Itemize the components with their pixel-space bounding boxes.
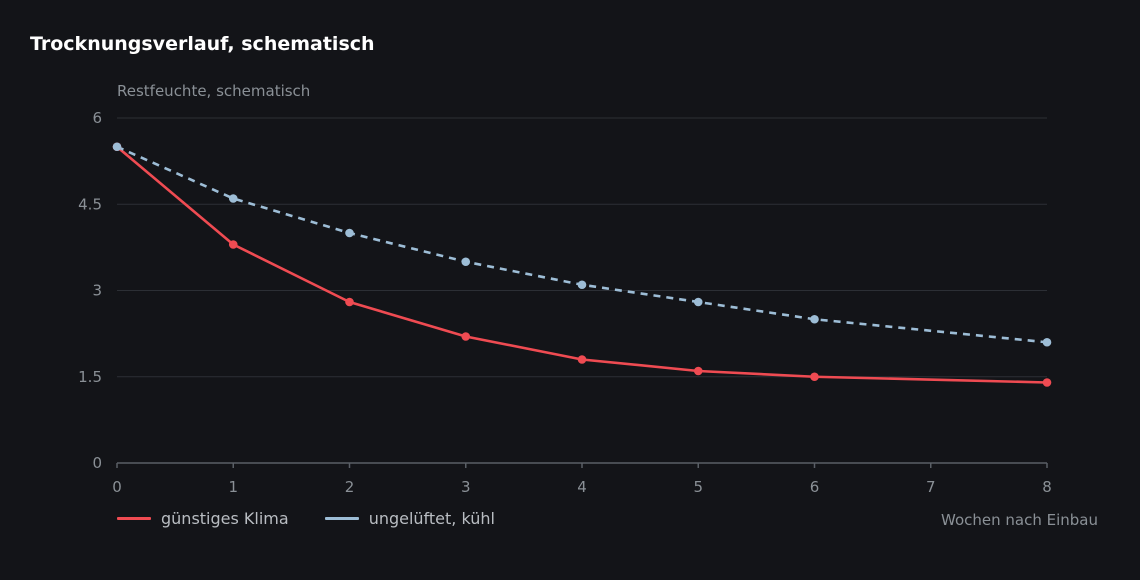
x-axis-label: Wochen nach Einbau: [941, 511, 1098, 529]
data-point: [693, 366, 703, 376]
x-tick-label: 7: [926, 478, 936, 496]
x-tick-label: 5: [693, 478, 703, 496]
data-point: [577, 355, 587, 364]
legend-item-ungelueftet-kuehl: ungelüftet, kühl: [324, 509, 495, 528]
x-tick-label: 3: [461, 478, 471, 496]
series-lines: [115, 145, 1049, 384]
legend-swatch-guenstiges-klima: [117, 517, 151, 520]
data-point: [228, 194, 238, 203]
legend: günstiges Klima ungelüftet, kühl: [117, 509, 531, 528]
y-tick-labels: 0 1.5 3 4.5 6: [78, 109, 102, 472]
data-point: [345, 228, 354, 238]
data-point: [810, 314, 819, 324]
x-tick-label: 2: [345, 478, 355, 496]
legend-label: günstiges Klima: [161, 509, 289, 528]
x-tick-label: 1: [228, 478, 238, 496]
data-point: [810, 372, 819, 382]
legend-label: ungelüftet, kühl: [368, 509, 495, 528]
y-axis-label: Restfeuchte, schematisch: [117, 82, 311, 100]
data-point: [1042, 337, 1052, 347]
data-point: [577, 280, 587, 290]
x-tick-label: 6: [810, 478, 820, 496]
y-tick-label: 4.5: [78, 195, 102, 213]
data-point: [693, 297, 703, 307]
series-line-1: [116, 145, 1048, 344]
data-point: [228, 240, 238, 249]
legend-swatch-ungelueftet-kuehl: [324, 517, 359, 520]
data-point: [461, 257, 471, 267]
grid-lines: [117, 117, 1047, 378]
data-point: [345, 297, 354, 307]
x-axis: 0 1 2 3 4 5 6 7 8: [112, 462, 1052, 496]
y-tick-label: 1.5: [78, 368, 102, 386]
data-point: [112, 142, 122, 152]
data-point: [1042, 378, 1052, 387]
series-points: [112, 142, 1052, 387]
x-tick-label: 0: [112, 478, 122, 496]
data-point: [461, 332, 471, 341]
series-line-0: [115, 145, 1049, 384]
x-tick-label: 8: [1042, 478, 1052, 496]
y-tick-label: 0: [92, 454, 102, 472]
line-chart: 0 1.5 3 4.5 6 0 1 2 3 4 5 6 7 8: [78, 109, 1052, 496]
x-tick-label: 4: [577, 478, 587, 496]
y-tick-label: 6: [92, 109, 102, 127]
legend-item-guenstiges-klima: günstiges Klima: [117, 509, 289, 528]
y-tick-label: 3: [92, 282, 102, 300]
chart-title: Trocknungsverlauf, schematisch: [30, 33, 375, 55]
